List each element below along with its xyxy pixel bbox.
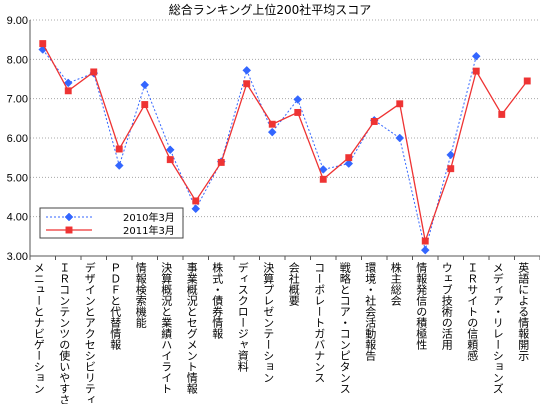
y-tick-label: 9.00 xyxy=(7,15,28,27)
legend-marker xyxy=(64,212,74,222)
series-line xyxy=(42,43,528,244)
series-1 xyxy=(39,40,531,245)
x-category-label: 戦略とコア・コンピタンス xyxy=(338,262,351,394)
x-category-label: コーポレートガバナンス xyxy=(313,262,326,383)
data-point xyxy=(140,80,150,90)
data-point xyxy=(318,165,328,174)
x-category-label: 英語による情報開示 xyxy=(517,261,530,361)
y-tick-label: 7.00 xyxy=(7,94,28,106)
legend-label: 2010年3月 xyxy=(123,211,175,224)
x-category-label: ウェブ技術の活用 xyxy=(440,262,453,351)
data-point xyxy=(90,68,98,76)
data-point xyxy=(345,154,353,162)
data-point xyxy=(498,110,506,118)
y-tick-label: 4.00 xyxy=(7,212,28,224)
data-point xyxy=(370,118,378,125)
x-category-label: 会社概要 xyxy=(287,262,300,307)
data-point xyxy=(447,165,455,173)
legend-marker xyxy=(65,226,73,234)
data-point xyxy=(115,145,123,153)
x-category-label: ＩＲコンテンツの使いやすさ xyxy=(58,262,71,404)
data-point xyxy=(39,40,47,48)
data-point xyxy=(396,100,404,108)
data-point xyxy=(166,156,174,164)
data-point xyxy=(243,80,251,88)
data-point xyxy=(64,87,72,95)
x-category-label: 決算プレゼンテーション xyxy=(262,262,275,383)
category-labels: メニューとナビゲーション ＩＲコンテンツの使いやすさ デザインとアクセシビリティ ＰＤ… xyxy=(32,261,530,404)
x-category-label: メディア・リレーションズ xyxy=(491,262,504,394)
data-point xyxy=(420,245,430,255)
y-tick-label: 5.00 xyxy=(7,172,28,184)
data-point xyxy=(395,133,405,143)
data-point xyxy=(344,159,354,168)
data-point xyxy=(319,175,327,183)
data-point xyxy=(446,150,456,160)
data-point xyxy=(472,67,480,75)
y-tick-label: 8.00 xyxy=(7,54,28,66)
x-category-label: 事業概況とセグメント情報 xyxy=(185,262,198,395)
data-point xyxy=(141,101,149,109)
y-tick-label: 3.00 xyxy=(7,251,28,263)
x-category-label: 環境・社会活動報告 xyxy=(364,262,377,362)
data-point xyxy=(191,204,201,214)
x-category-label: デザインとアクセシビリティ xyxy=(83,261,96,404)
x-category-label: ＰＤＦと代替情報 xyxy=(109,262,122,351)
data-point xyxy=(242,65,252,75)
axes: 3.00 4.00 5.00 6.00 7.00 8.00 9.00 xyxy=(7,15,540,263)
chart-title: 総合ランキング上位200社平均スコア xyxy=(169,2,372,17)
data-point xyxy=(293,95,303,104)
x-category-label: 株主総会 xyxy=(389,261,402,306)
data-point xyxy=(294,108,302,116)
data-point xyxy=(421,237,429,245)
x-category-label: 株式・債券情報 xyxy=(211,261,224,340)
data-point xyxy=(165,145,175,155)
data-point xyxy=(523,77,531,85)
series-line xyxy=(42,49,477,251)
x-category-label: 情報発信の積極性 xyxy=(415,262,428,351)
data-point xyxy=(114,161,124,170)
data-point xyxy=(268,120,276,128)
legend-label: 2011年3月 xyxy=(123,224,175,237)
y-tick-label: 6.00 xyxy=(7,133,28,145)
x-category-label: ＩＲサイトの信頼感 xyxy=(466,262,479,361)
x-category-label: ディスクロージャ資料 xyxy=(236,261,249,373)
data-point xyxy=(471,51,481,61)
data-point xyxy=(267,127,277,137)
data-point xyxy=(63,78,73,88)
data-point xyxy=(217,158,225,166)
data-point xyxy=(192,197,200,205)
legend-box xyxy=(39,207,184,239)
series-group xyxy=(38,40,531,255)
x-category-label: 決算概況と業績ハイライト xyxy=(160,262,173,394)
grid-lines xyxy=(30,19,540,218)
x-category-label: メニューとナビゲーション xyxy=(32,262,45,394)
x-category-label: 情報検索機能 xyxy=(134,262,147,329)
